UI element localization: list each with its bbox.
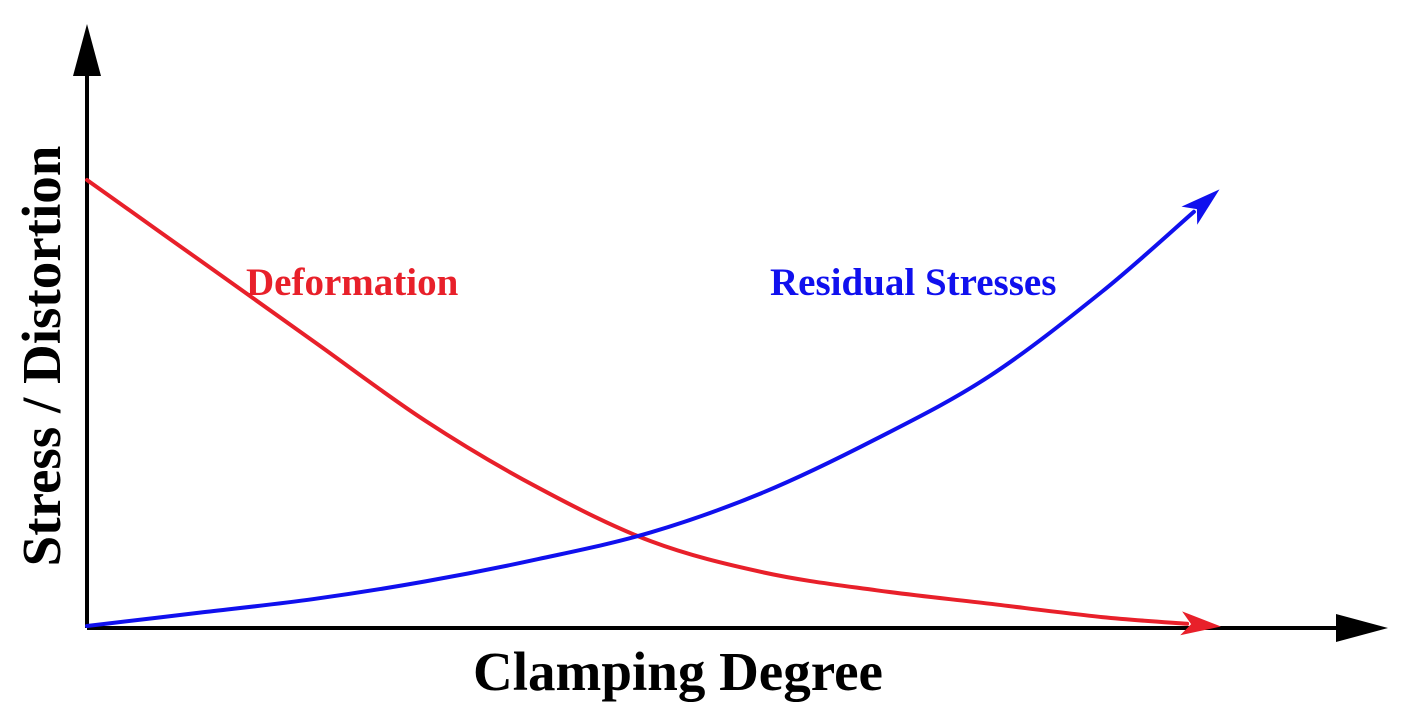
x-axis-arrowhead — [1336, 614, 1388, 642]
x-axis-title: Clamping Degree — [473, 641, 883, 702]
series-line-deformation — [85, 178, 1190, 626]
series-line-residual-stresses — [85, 209, 1196, 628]
series-label-deformation: Deformation — [246, 261, 459, 304]
series-arrowhead-deformation — [1180, 611, 1221, 636]
y-axis-title: Stress / Distortion — [11, 146, 72, 567]
axes — [73, 24, 1388, 642]
series-label-residual-stresses: Residual Stresses — [770, 261, 1056, 304]
y-axis-arrowhead — [73, 24, 101, 76]
series-layer — [85, 178, 1221, 636]
series-arrowhead-residual-stresses — [1181, 189, 1220, 225]
